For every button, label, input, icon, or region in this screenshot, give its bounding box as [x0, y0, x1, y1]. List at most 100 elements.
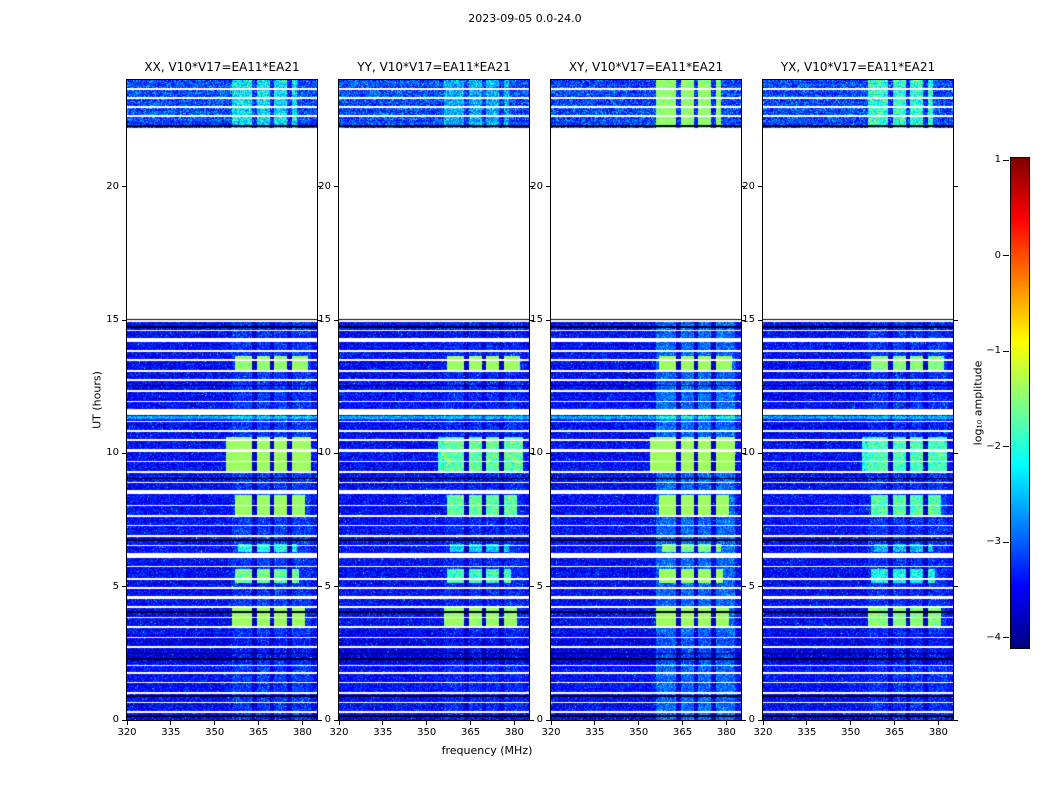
y-tick [122, 452, 126, 454]
x-tick-label: 380 [504, 727, 524, 738]
x-tick [937, 721, 939, 725]
x-tick-label: 320 [753, 727, 773, 738]
x-tick [550, 721, 552, 725]
y-tick-right [742, 452, 746, 454]
y-tick-right [954, 186, 958, 188]
x-tick [170, 721, 172, 725]
y-tick-label: 15 [742, 314, 755, 325]
y-tick [758, 319, 762, 321]
x-tick [258, 721, 260, 725]
y-tick-right [530, 452, 534, 454]
y-tick [758, 586, 762, 588]
x-tick [806, 721, 808, 725]
y-tick-right [530, 319, 534, 321]
colorbar-tick [1003, 446, 1009, 447]
y-tick [334, 586, 338, 588]
colorbar [1010, 157, 1030, 649]
colorbar-tick [1003, 255, 1009, 256]
x-tick [382, 721, 384, 725]
x-tick-label: 320 [541, 727, 561, 738]
panel-title-xy: XY, V10*V17=EA11*EA21 [568, 60, 724, 74]
y-tick [546, 319, 550, 321]
y-tick-label: 5 [112, 580, 119, 592]
spectrogram-canvas-xx [127, 80, 317, 720]
spectrogram-canvas-xy [551, 80, 741, 720]
y-tick-label: 10 [318, 447, 331, 459]
panel-frame-xx [126, 79, 318, 721]
y-tick-label: 5 [536, 580, 543, 592]
y-tick [546, 719, 550, 721]
colorbar-tick-label: −2 [986, 440, 1001, 452]
x-tick [682, 721, 684, 725]
x-axis-label: frequency (MHz) [441, 744, 533, 757]
panel-title-yy: YY, V10*V17=EA11*EA21 [357, 60, 511, 74]
x-tick [126, 721, 128, 725]
y-tick-label: 20 [742, 180, 755, 192]
x-tick-label: 365 [672, 727, 693, 738]
y-tick-right [954, 586, 958, 588]
y-tick [758, 719, 762, 721]
y-tick [546, 586, 550, 588]
colorbar-tick-label: 1 [994, 154, 1001, 165]
y-axis-label: UT (hours) [90, 371, 104, 429]
y-tick-right [530, 719, 534, 721]
y-tick-label: 15 [530, 314, 543, 325]
panel-frame-yx [762, 79, 954, 721]
x-tick [725, 721, 727, 725]
colorbar-tick [1003, 637, 1009, 638]
panel-frame-xy [550, 79, 742, 721]
x-tick [594, 721, 596, 725]
colorbar-tick-label: −1 [986, 345, 1001, 356]
colorbar-tick-label: −3 [986, 536, 1001, 547]
colorbar-tick [1003, 159, 1009, 161]
y-tick-right [530, 586, 534, 588]
x-tick-label: 350 [629, 727, 649, 738]
y-tick-label: 20 [530, 180, 543, 192]
y-tick [122, 319, 126, 321]
x-tick [762, 721, 764, 725]
y-tick [546, 452, 550, 454]
y-tick-label: 10 [742, 447, 755, 459]
figure-title: 2023-09-05 0.0-24.0 [468, 12, 582, 25]
y-tick [334, 452, 338, 454]
y-tick-label: 15 [106, 314, 119, 325]
y-tick-label: 15 [318, 314, 331, 325]
y-tick-label: 0 [112, 714, 119, 725]
spectrogram-canvas-yy [339, 80, 529, 720]
x-tick [638, 721, 640, 725]
panel-title-xx: XX, V10*V17=EA11*EA21 [144, 60, 300, 74]
y-tick [122, 186, 126, 188]
y-tick-right [318, 186, 322, 188]
colorbar-tick [1003, 350, 1009, 352]
x-tick-label: 350 [417, 727, 437, 738]
x-tick [214, 721, 216, 725]
y-tick [758, 186, 762, 188]
y-tick-right [318, 586, 322, 588]
y-tick-label: 20 [106, 180, 119, 192]
y-tick-label: 10 [530, 447, 543, 459]
y-tick-right [530, 186, 534, 188]
y-tick-label: 20 [318, 180, 331, 192]
panel-title-yx: YX, V10*V17=EA11*EA21 [780, 60, 936, 74]
x-tick [513, 721, 515, 725]
y-tick-right [318, 319, 322, 321]
x-tick [426, 721, 428, 725]
y-tick [758, 452, 762, 454]
x-tick-label: 365 [884, 727, 905, 738]
y-tick-label: 0 [324, 714, 331, 725]
panel-frame-yy [338, 79, 530, 721]
x-tick-label: 365 [248, 727, 269, 738]
y-tick-label: 5 [324, 580, 331, 592]
y-tick-label: 0 [536, 714, 543, 725]
x-tick [894, 721, 896, 725]
y-tick-right [742, 319, 746, 321]
y-tick-right [742, 186, 746, 188]
x-tick-label: 335 [797, 727, 817, 738]
x-tick-label: 365 [460, 727, 481, 738]
y-tick-label: 10 [106, 447, 119, 459]
y-tick [122, 586, 126, 588]
x-tick-label: 350 [841, 727, 861, 738]
y-tick [546, 186, 550, 188]
spectrogram-canvas-yx [763, 80, 953, 720]
